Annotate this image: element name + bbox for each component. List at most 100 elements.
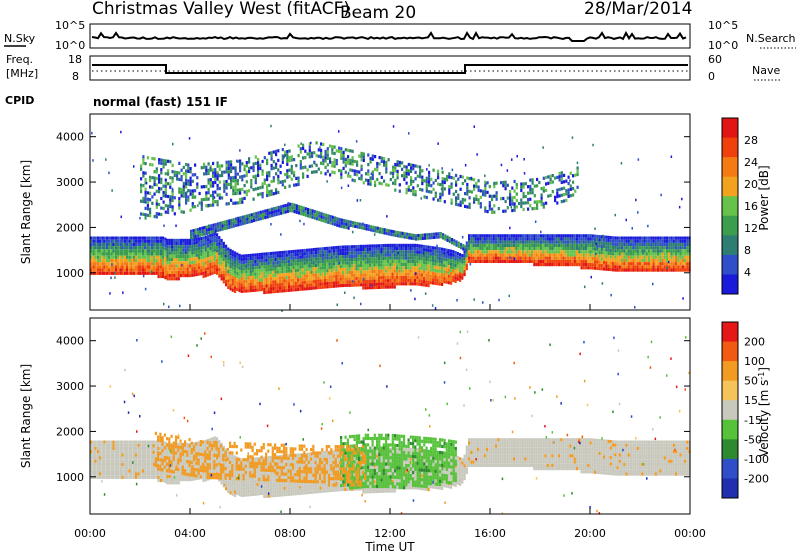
heatmap-cell: [293, 210, 296, 214]
heatmap-cell: [225, 192, 228, 196]
heatmap-cell: [324, 279, 327, 283]
heatmap-cell: [205, 197, 208, 201]
heatmap-cell: [616, 242, 619, 247]
heatmap-cell: [360, 251, 363, 255]
heatmap-cell: [325, 216, 328, 220]
heatmap-cell: [247, 257, 250, 261]
heatmap-cell: [292, 275, 295, 279]
heatmap-cell: [238, 273, 241, 277]
heatmap-cell: [578, 240, 581, 244]
heatmap-cell: [648, 262, 651, 266]
heatmap-cell: [419, 168, 422, 172]
heatmap-cell: [591, 234, 594, 238]
heatmap-cell: [128, 262, 131, 266]
heatmap-cell: [195, 263, 198, 267]
heatmap-cell: [353, 283, 356, 287]
heatmap-cell: [238, 266, 241, 270]
heatmap-cell: [684, 242, 687, 247]
heatmap-cell: [488, 243, 491, 247]
heatmap-cell: [159, 271, 162, 275]
heatmap-cell: [150, 271, 153, 275]
heatmap-cell: [582, 237, 585, 241]
heatmap-cell: [198, 201, 201, 205]
heatmap-cell: [457, 203, 460, 207]
heatmap-cell: [189, 179, 192, 183]
heatmap-cell: [121, 268, 124, 272]
heatmap-cell: [632, 249, 635, 253]
heatmap-cell: [549, 256, 552, 260]
heatmap-cell: [335, 265, 338, 269]
heatmap-cell: [153, 214, 156, 219]
heatmap-cell: [531, 259, 534, 263]
heatmap-cell: [301, 268, 304, 272]
heatmap-cell: [171, 245, 174, 249]
heatmap-cell: [400, 279, 403, 283]
heatmap-cell: [360, 267, 363, 271]
heatmap-cell: [158, 177, 161, 181]
heatmap-cell: [190, 232, 193, 237]
heatmap-cell: [308, 280, 311, 284]
heatmap-cell: [191, 244, 194, 249]
heatmap-cell: [281, 266, 284, 271]
heatmap-cell: [141, 475, 144, 479]
heatmap-cell: [240, 254, 243, 258]
heatmap-cell: [239, 197, 242, 202]
heatmap-cell: [261, 255, 264, 260]
heatmap-cell: [254, 155, 257, 159]
heatmap-cell: [362, 264, 365, 268]
heatmap-cell: [369, 266, 372, 271]
heatmap-cell: [382, 282, 385, 286]
heatmap-cell: [495, 247, 498, 251]
heatmap-cell: [369, 279, 372, 283]
heatmap-cell: [351, 274, 354, 278]
heatmap-cell: [459, 262, 462, 266]
heatmap-cell: [356, 222, 359, 226]
heatmap-cell: [317, 154, 320, 158]
heatmap-cell: [344, 283, 347, 287]
heatmap-cell: [135, 462, 138, 467]
heatmap-cell: [396, 169, 399, 173]
heatmap-cell: [162, 242, 165, 247]
heatmap-cell: [573, 256, 576, 260]
heatmap-cell: [416, 256, 419, 260]
heatmap-cell: [189, 274, 192, 278]
noise-cell: [133, 165, 135, 168]
noise-cell: [584, 285, 586, 289]
heatmap-cell: [576, 166, 579, 170]
heatmap-cell: [679, 249, 682, 253]
heatmap-cell: [416, 250, 419, 254]
heatmap-cell: [257, 167, 260, 171]
heatmap-cell: [580, 237, 583, 241]
heatmap-cell: [209, 194, 212, 198]
heatmap-cell: [452, 269, 455, 273]
heatmap-cell: [339, 268, 342, 272]
heatmap-cell: [153, 265, 156, 269]
heatmap-cell: [418, 279, 421, 283]
heatmap-cell: [218, 255, 221, 259]
heatmap-cell: [418, 260, 421, 264]
heatmap-cell: [468, 202, 471, 206]
heatmap-cell: [477, 250, 480, 254]
noise-cell: [523, 172, 526, 175]
heatmap-cell: [442, 236, 445, 240]
heatmap-cell: [321, 253, 324, 257]
heatmap-cell: [450, 265, 453, 269]
heatmap-cell: [263, 258, 266, 263]
heatmap-cell: [281, 183, 284, 187]
heatmap-cell: [443, 280, 446, 284]
heatmap-cell: [207, 266, 210, 271]
heatmap-cell: [495, 250, 498, 254]
heatmap-cell: [218, 193, 221, 197]
heatmap-cell: [366, 244, 369, 248]
heatmap-cell: [493, 210, 496, 214]
heatmap-cell: [128, 450, 131, 454]
heatmap-cell: [313, 213, 316, 217]
heatmap-cell: [114, 475, 117, 479]
heatmap-cell: [265, 274, 268, 278]
heatmap-cell: [374, 183, 377, 187]
heatmap-cell: [121, 472, 124, 476]
heatmap-cell: [228, 222, 231, 226]
heatmap-cell: [571, 247, 574, 251]
heatmap-cell: [291, 206, 294, 210]
heatmap-cell: [128, 443, 131, 447]
